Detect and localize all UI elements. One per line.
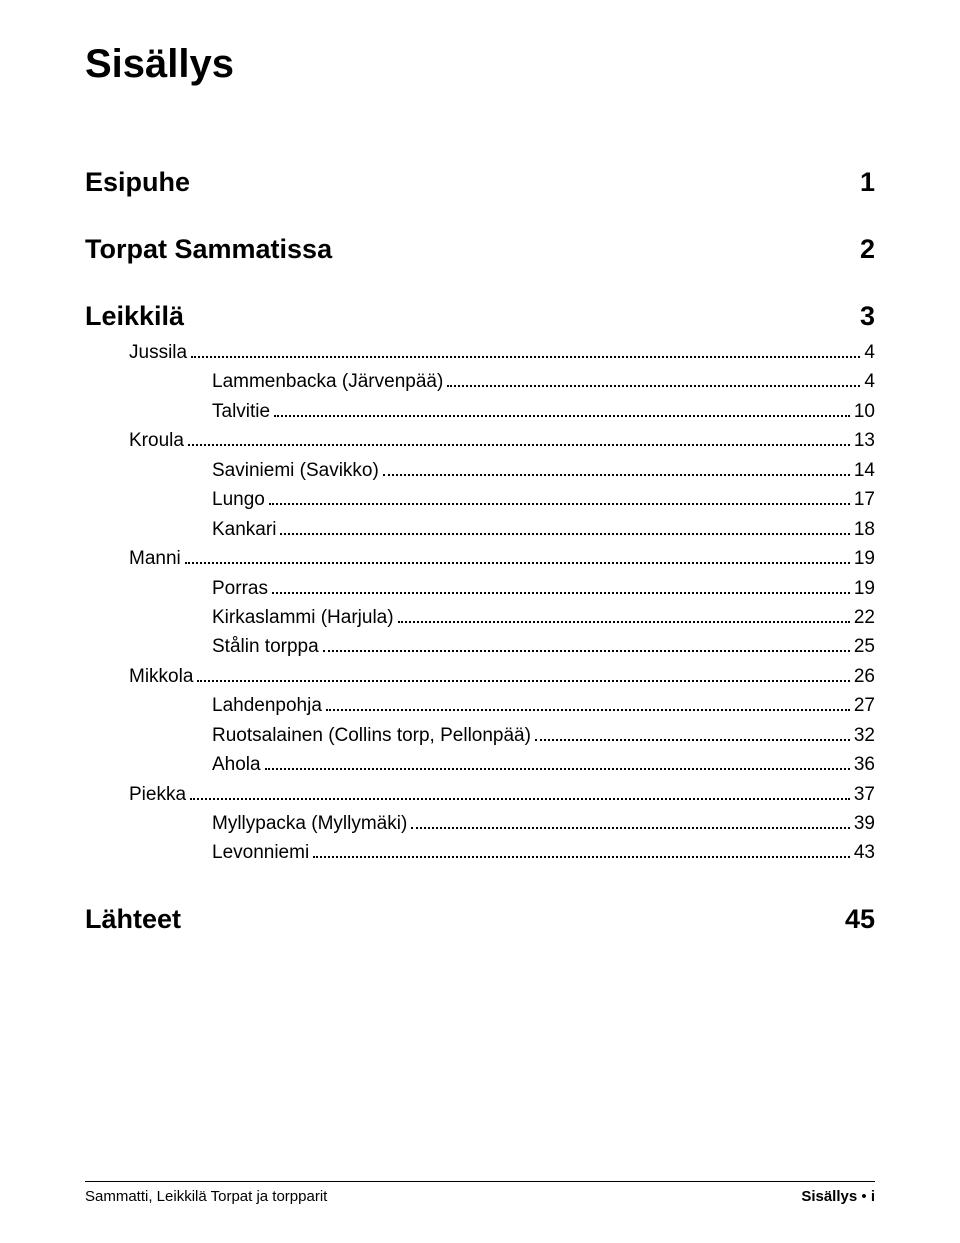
toc-page: 18 <box>854 515 875 544</box>
toc-label: Porras <box>212 574 268 603</box>
toc-label: Piekka <box>129 780 186 809</box>
toc-page: 4 <box>864 338 875 367</box>
section-label: Torpat Sammatissa <box>85 234 332 265</box>
toc-page: 4 <box>864 367 875 396</box>
section-page: 3 <box>860 301 875 332</box>
bullet-icon: • <box>861 1188 866 1205</box>
section-page: 1 <box>860 167 875 198</box>
toc-line: Lammenbacka (Järvenpää) 4 <box>85 367 875 396</box>
toc-page: 39 <box>854 809 875 838</box>
section-heading: Esipuhe 1 <box>85 167 875 198</box>
page-footer: Sammatti, Leikkilä Torpat ja torpparit S… <box>85 1181 875 1205</box>
toc-label: Lungo <box>212 485 265 514</box>
toc-leader-dots <box>313 856 850 858</box>
toc-line: Manni 19 <box>85 544 875 573</box>
toc-page: 43 <box>854 838 875 867</box>
toc-label: Myllypacka (Myllymäki) <box>212 809 407 838</box>
toc-line: Levonniemi 43 <box>85 838 875 867</box>
toc-line: Talvitie 10 <box>85 397 875 426</box>
toc-leader-dots <box>323 650 850 652</box>
toc-line: Ahola 36 <box>85 750 875 779</box>
toc-leader-dots <box>191 356 860 358</box>
footer-right: Sisällys • i <box>801 1188 875 1205</box>
toc-line: Mikkola 26 <box>85 662 875 691</box>
toc-label: Talvitie <box>212 397 270 426</box>
toc-leader-dots <box>383 474 850 476</box>
toc-leader-dots <box>272 592 850 594</box>
footer-right-page: i <box>871 1188 875 1205</box>
toc-leader-dots <box>269 503 850 505</box>
toc-leader-dots <box>447 385 860 387</box>
toc-label: Kirkaslammi (Harjula) <box>212 603 394 632</box>
toc-label: Kroula <box>129 426 184 455</box>
footer-left: Sammatti, Leikkilä Torpat ja torpparit <box>85 1188 327 1205</box>
toc-leader-dots <box>398 621 850 623</box>
toc-leader-dots <box>535 739 850 741</box>
section-heading: Leikkilä 3 <box>85 301 875 332</box>
section-page: 45 <box>845 904 875 935</box>
toc-label: Stålin torppa <box>212 632 319 661</box>
toc-leader-dots <box>326 709 850 711</box>
section-heading-final: Lähteet 45 <box>85 904 875 935</box>
toc-line: Ruotsalainen (Collins torp, Pellonpää) 32 <box>85 721 875 750</box>
toc-page: 19 <box>854 544 875 573</box>
page-title: Sisällys <box>85 42 875 87</box>
toc-leader-dots <box>188 444 850 446</box>
toc-page: 25 <box>854 632 875 661</box>
toc-label: Lahdenpohja <box>212 691 322 720</box>
toc-line: Jussila 4 <box>85 338 875 367</box>
toc-leader-dots <box>185 562 850 564</box>
toc-page: 37 <box>854 780 875 809</box>
toc-page: 22 <box>854 603 875 632</box>
toc-label: Ruotsalainen (Collins torp, Pellonpää) <box>212 721 531 750</box>
section-label: Lähteet <box>85 904 181 935</box>
toc-page: 32 <box>854 721 875 750</box>
section-page: 2 <box>860 234 875 265</box>
toc-sections: Esipuhe 1 Torpat Sammatissa 2 Leikkilä 3 <box>85 167 875 332</box>
toc-label: Saviniemi (Savikko) <box>212 456 379 485</box>
toc-line: Porras 19 <box>85 574 875 603</box>
toc-line: Myllypacka (Myllymäki) 39 <box>85 809 875 838</box>
toc-line: Lungo 17 <box>85 485 875 514</box>
toc-label: Manni <box>129 544 181 573</box>
toc-leader-dots <box>190 798 850 800</box>
toc-label: Mikkola <box>129 662 193 691</box>
toc-line: Stålin torppa 25 <box>85 632 875 661</box>
toc-label: Ahola <box>212 750 261 779</box>
toc-leader-dots <box>274 415 850 417</box>
toc-leader-dots <box>411 827 850 829</box>
toc-page: 36 <box>854 750 875 779</box>
toc-page: 27 <box>854 691 875 720</box>
toc-leader-dots <box>265 768 850 770</box>
toc-line: Lahdenpohja 27 <box>85 691 875 720</box>
toc-label: Kankari <box>212 515 276 544</box>
section-heading: Torpat Sammatissa 2 <box>85 234 875 265</box>
toc-page: 14 <box>854 456 875 485</box>
toc-line: Kirkaslammi (Harjula) 22 <box>85 603 875 632</box>
footer-right-label: Sisällys <box>801 1188 857 1205</box>
toc-page: 10 <box>854 397 875 426</box>
toc-line: Kroula 13 <box>85 426 875 455</box>
toc-line: Saviniemi (Savikko) 14 <box>85 456 875 485</box>
toc-page: 19 <box>854 574 875 603</box>
toc-page: 17 <box>854 485 875 514</box>
toc-leader-dots <box>197 680 849 682</box>
section-label: Esipuhe <box>85 167 190 198</box>
toc-line: Kankari 18 <box>85 515 875 544</box>
toc-page: 13 <box>854 426 875 455</box>
toc-label: Jussila <box>129 338 187 367</box>
toc-line: Piekka 37 <box>85 780 875 809</box>
section-label: Leikkilä <box>85 301 184 332</box>
toc-label: Lammenbacka (Järvenpää) <box>212 367 443 396</box>
toc-leader-dots <box>280 533 849 535</box>
toc-page: 26 <box>854 662 875 691</box>
toc-label: Levonniemi <box>212 838 309 867</box>
toc-entries: Jussila4Lammenbacka (Järvenpää)4Talvitie… <box>85 338 875 868</box>
